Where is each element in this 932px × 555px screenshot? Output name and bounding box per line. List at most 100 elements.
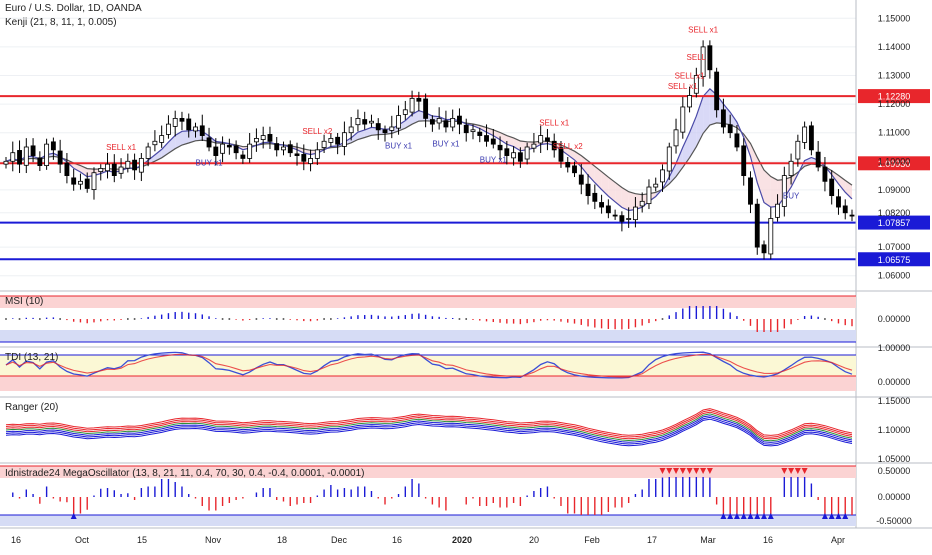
candle-body [707, 45, 713, 71]
candle-body [314, 149, 320, 159]
candle-body [179, 118, 185, 122]
candle-body [138, 158, 144, 173]
tdi-tick-label: 1.00000 [878, 343, 911, 353]
ma-cloud-segment [757, 157, 765, 203]
mega-tick-label: -0.50000 [876, 516, 912, 526]
ma-cloud-segment [696, 96, 704, 147]
candle-body [436, 118, 442, 124]
mega-buy-marker [828, 513, 835, 519]
candle-body [470, 129, 476, 132]
candle-body [152, 140, 158, 146]
msi-upper-band [0, 296, 856, 308]
candle-body [172, 118, 178, 127]
candle-body [646, 186, 652, 205]
candle-body [335, 136, 341, 145]
candle-body [98, 168, 104, 172]
candle-body [741, 145, 747, 177]
candle-body [396, 115, 401, 129]
candle-body [409, 97, 415, 113]
mega-buy-marker [727, 513, 734, 519]
msi-dot [330, 318, 332, 320]
candle-body [132, 159, 138, 171]
ma-cloud-segment [588, 160, 595, 183]
ma-cloud-segment [621, 187, 629, 211]
candle-body [423, 98, 429, 119]
candle-body [829, 178, 835, 197]
candle-body [355, 118, 361, 126]
ma-cloud-segment [601, 171, 609, 197]
ma-cloud-segment [364, 127, 372, 138]
msi-dot [275, 318, 278, 320]
candle-body [545, 137, 550, 142]
ma-cloud-segment [175, 131, 182, 149]
candle-body [226, 144, 232, 148]
mega-buy-marker [754, 513, 761, 519]
candle-body [687, 95, 692, 108]
mega-sell-marker [679, 468, 686, 474]
mega-pane-label: Idnistrade24 MegaOscillator (13, 8, 21, … [5, 468, 365, 479]
msi-dot [255, 318, 258, 320]
candle-body [50, 141, 56, 151]
mega-sell-marker [673, 468, 680, 474]
mega-sell-marker [700, 468, 707, 474]
candle-body [754, 203, 760, 248]
candle-body [193, 126, 198, 132]
candle-body [578, 174, 584, 185]
tdi-signal-line [5, 353, 853, 378]
candle-body [111, 163, 117, 177]
candle-body [91, 172, 97, 191]
mega-buy-marker [733, 513, 740, 519]
mega-lower-band [0, 515, 856, 526]
candle-body [10, 152, 16, 162]
ma-cloud-segment [682, 132, 690, 168]
candle-body [253, 138, 259, 143]
mega-upper-band [0, 466, 856, 478]
candle-body [44, 143, 50, 166]
buy-signal-label: BUY x1 [480, 155, 508, 164]
level-tag-label: 1.12280 [878, 92, 911, 102]
candle-body [653, 183, 659, 188]
candle-body [301, 154, 307, 162]
candle-body [341, 132, 347, 147]
mega-tick-label: 0.50000 [878, 466, 911, 476]
time-tick-label: 16 [763, 535, 773, 545]
mega-sell-marker [706, 468, 713, 474]
mega-sell-marker [781, 468, 788, 474]
time-tick-label: 2020 [452, 535, 472, 545]
ranger-tick-label: 1.10000 [878, 425, 911, 435]
indicator-label: Kenji (21, 8, 11, 1, 0.005) [5, 17, 117, 28]
candle-body [274, 143, 280, 151]
msi-pane-label: MSI (10) [5, 296, 44, 307]
mega-buy-marker [835, 513, 842, 519]
time-tick-label: Nov [205, 535, 222, 545]
candle-body [727, 124, 733, 134]
time-tick-label: Feb [584, 535, 600, 545]
candle-body [775, 203, 780, 218]
ranger-tick-label: 1.05000 [878, 454, 911, 464]
buy-signal-label: BUY x1 [196, 158, 224, 167]
ma-cloud-segment [730, 112, 737, 128]
candle-body [240, 154, 246, 159]
candle-body [23, 146, 29, 166]
sell-signal-label: SELL x1 [688, 25, 718, 34]
candle-body [17, 150, 22, 165]
tdi-lower-band [0, 376, 856, 391]
candle-body [626, 218, 632, 220]
time-tick-label: Mar [700, 535, 716, 545]
buy-signal-label: BUY x1 [432, 139, 460, 148]
mega-buy-marker [821, 513, 828, 519]
msi-dot [59, 318, 61, 320]
level-tag [858, 215, 930, 230]
mega-tick-label: 0.00000 [878, 492, 911, 502]
chart-title: Euro / U.S. Dollar, 1D, OANDA [5, 3, 142, 14]
candle-body [484, 135, 489, 142]
ma-cloud-segment [357, 129, 365, 140]
buy-signal-label: BUY [783, 191, 800, 200]
candle-body [166, 123, 171, 135]
sell-signal-label: SELL x2 [553, 142, 583, 151]
level-tag-label: 1.09930 [878, 159, 911, 169]
ranger-band-line [5, 415, 853, 443]
candle-body [551, 140, 557, 151]
candle-body [402, 109, 408, 115]
